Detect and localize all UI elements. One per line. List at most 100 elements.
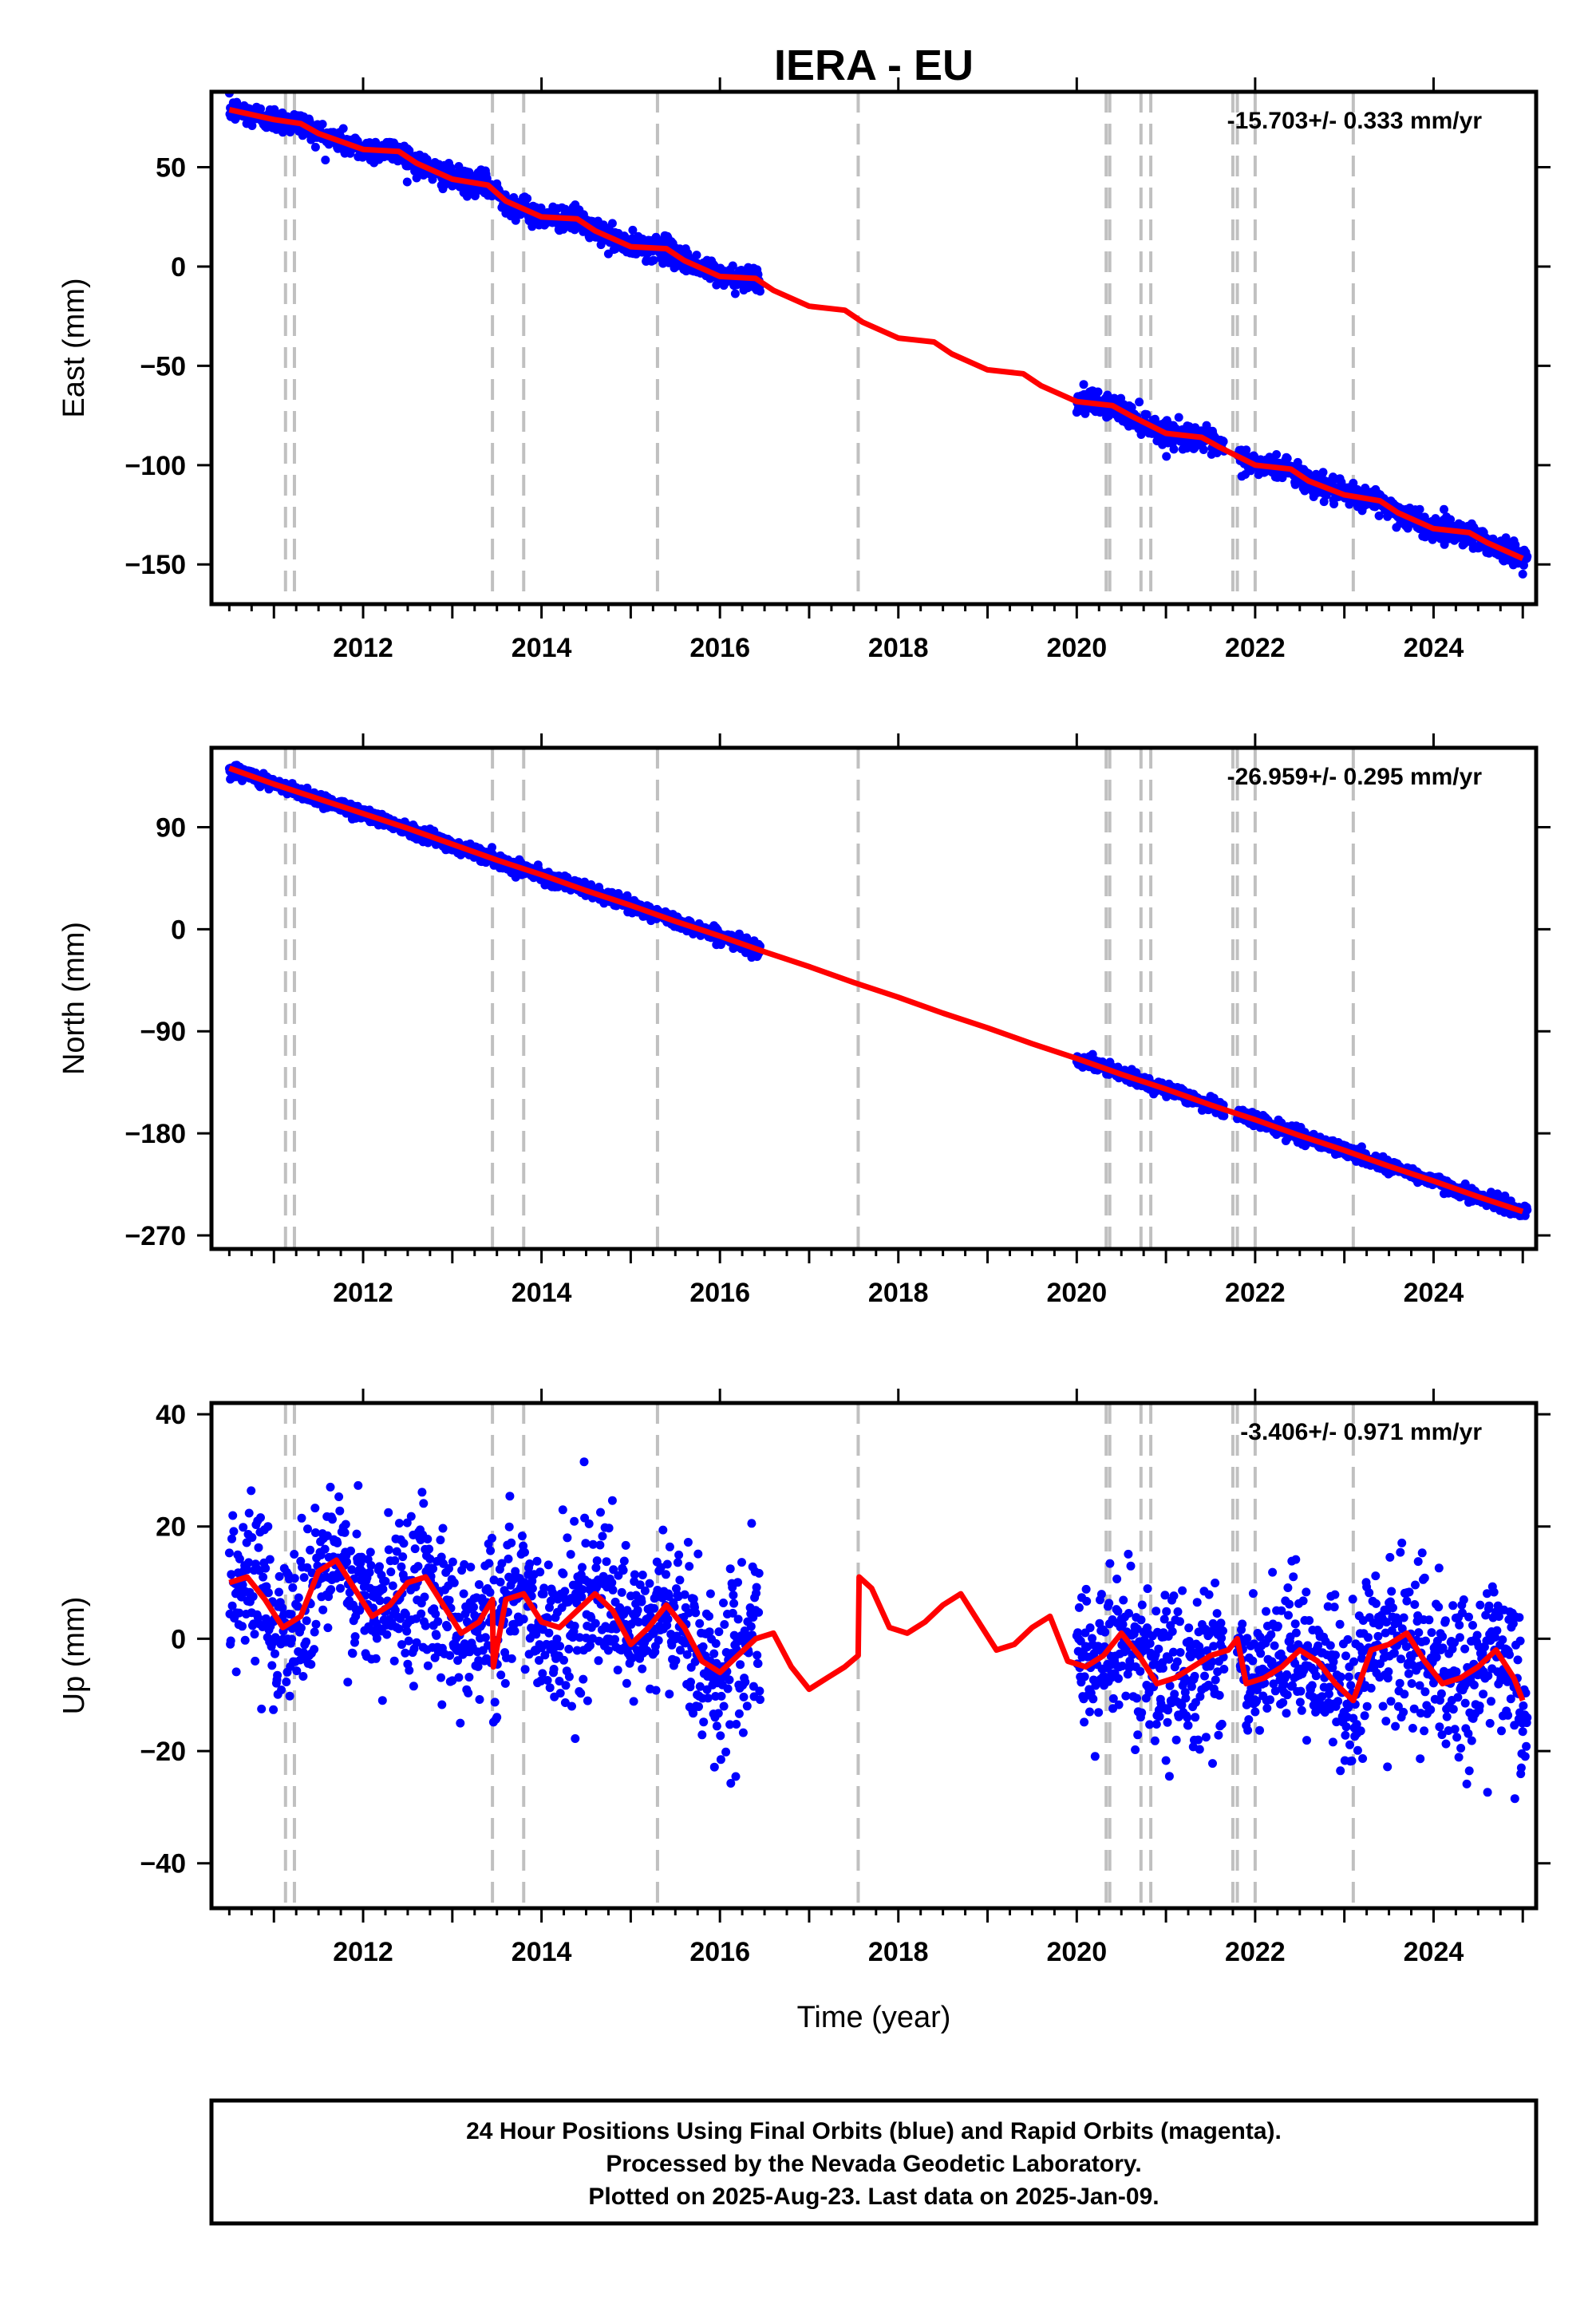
data-point (322, 1531, 332, 1540)
data-point (1199, 445, 1208, 454)
data-point (338, 124, 348, 133)
data-point (617, 1587, 626, 1597)
data-point (1272, 450, 1282, 459)
data-point (247, 121, 257, 130)
data-points (224, 1457, 1532, 1804)
data-point (244, 1508, 254, 1518)
data-point (227, 1570, 236, 1579)
data-point (432, 1630, 441, 1640)
data-point (561, 1681, 571, 1690)
data-point (566, 1550, 575, 1559)
data-point (525, 1559, 535, 1568)
y-tick-label: 90 (156, 812, 186, 843)
data-point (464, 1673, 474, 1682)
data-point (397, 1562, 406, 1571)
data-point (275, 1571, 284, 1581)
data-point (375, 1596, 385, 1606)
x-tick-label: 2022 (1225, 633, 1286, 663)
data-point (1219, 1111, 1229, 1120)
data-point (257, 1704, 267, 1713)
data-point (425, 1544, 434, 1554)
x-tick-label: 2012 (333, 633, 393, 663)
data-point (238, 1580, 247, 1590)
data-point (560, 1698, 570, 1707)
data-point (445, 1650, 455, 1660)
data-point (437, 1700, 447, 1709)
data-point (622, 1678, 631, 1688)
data-point (629, 1697, 638, 1706)
data-point (261, 1563, 271, 1573)
data-point (310, 1528, 320, 1537)
y-tick-label: −50 (140, 351, 186, 381)
data-point (570, 1622, 579, 1630)
data-point (336, 1583, 345, 1593)
data-point (423, 1661, 433, 1670)
data-point (235, 1554, 244, 1563)
data-point (275, 1587, 283, 1597)
data-point (399, 1539, 409, 1548)
data-point (428, 175, 437, 184)
data-point (247, 1533, 257, 1542)
data-point (402, 1518, 412, 1528)
data-point (540, 1650, 550, 1660)
data-point (333, 1538, 342, 1547)
data-point (247, 1486, 256, 1496)
data-point (273, 1670, 282, 1680)
y-axis-label: East (mm) (57, 278, 91, 417)
data-point (1219, 437, 1228, 446)
data-point (578, 1563, 587, 1572)
data-point (265, 1555, 275, 1564)
data-point (485, 1587, 495, 1597)
data-point (277, 1686, 286, 1694)
data-point (365, 1547, 375, 1557)
data-point (492, 1713, 502, 1722)
data-point (417, 1609, 426, 1618)
data-point (555, 1689, 565, 1698)
data-point (517, 1531, 527, 1541)
data-point (638, 1571, 647, 1579)
y-tick-label: −150 (124, 550, 186, 580)
data-point (372, 1634, 381, 1643)
data-point (579, 1457, 589, 1467)
data-point (288, 1583, 298, 1592)
data-point (730, 289, 740, 298)
y-tick-label: 50 (156, 153, 186, 184)
data-point (728, 261, 737, 271)
data-point (615, 1603, 625, 1612)
data-point (310, 1645, 319, 1654)
data-point (577, 1592, 587, 1602)
data-point (552, 1634, 562, 1644)
data-point (1446, 515, 1456, 524)
data-point (392, 1547, 401, 1556)
y-tick-label: −90 (140, 1017, 186, 1047)
x-tick-label: 2022 (1225, 1278, 1286, 1308)
data-point (328, 1515, 337, 1524)
data-point (583, 1696, 592, 1705)
panel-frame (209, 745, 1539, 1251)
data-point (520, 1547, 529, 1557)
data-point (1349, 478, 1358, 488)
data-point (640, 1586, 650, 1595)
x-tick-label: 2024 (1404, 1278, 1464, 1308)
data-point (406, 1512, 416, 1521)
data-point (453, 1656, 463, 1666)
data-point (239, 1523, 248, 1532)
data-point (1093, 387, 1103, 397)
data-point (425, 1555, 435, 1563)
data-point (409, 1682, 418, 1691)
x-tick-label: 2014 (512, 633, 572, 663)
model-line (228, 106, 1524, 561)
rate-label: -15.703+/- 0.333 mm/yr (1227, 108, 1483, 134)
panel-frame (209, 89, 1539, 607)
data-point (511, 215, 520, 225)
data-point (302, 1637, 311, 1646)
data-point (431, 1609, 440, 1618)
data-point (544, 1628, 554, 1638)
data-point (480, 1633, 490, 1642)
data-point (603, 1646, 613, 1655)
data-point (419, 1499, 429, 1508)
data-point (602, 1557, 611, 1567)
data-point (412, 1638, 421, 1647)
data-point (607, 1578, 617, 1587)
data-point (576, 1689, 586, 1698)
